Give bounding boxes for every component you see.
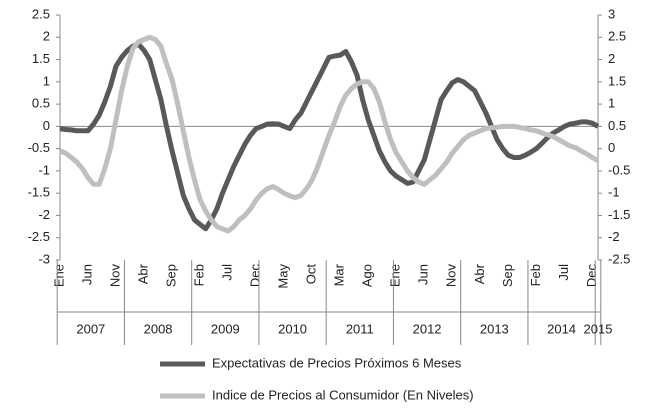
- group-label: 2008: [144, 321, 173, 336]
- y2-tick-label: 0.5: [608, 118, 626, 133]
- x-tick-label: Feb: [528, 264, 543, 286]
- series-line: [59, 41, 600, 232]
- y2-tick-label: -0.5: [608, 162, 630, 177]
- y2-tick-label: 1.5: [608, 73, 626, 88]
- y2-tick-label: -1: [608, 185, 620, 200]
- x-tick-label: Dec: [584, 264, 599, 288]
- group-label: 2011: [346, 321, 374, 336]
- x-tick-label: Jul: [220, 264, 235, 281]
- x-tick-label: Jun: [416, 264, 431, 285]
- y2-tick-label: 2: [608, 51, 615, 66]
- x-tick-label: Nov: [107, 264, 122, 288]
- legend-label: Indice de Precios al Consumidor (En Nive…: [212, 387, 474, 402]
- x-tick-label: Mar: [332, 263, 347, 286]
- y-tick-label: -1.5: [28, 185, 50, 200]
- x-tick-label: Ene: [388, 264, 403, 287]
- group-label: 2007: [76, 321, 105, 336]
- series-line: [59, 34, 600, 234]
- y2-tick-label: 0: [608, 140, 615, 155]
- legend-label: Expectativas de Precios Próximos 6 Meses: [212, 355, 462, 370]
- x-tick-label: Dec: [248, 264, 263, 288]
- x-tick-label: Ene: [51, 264, 66, 287]
- group-label: 2012: [413, 321, 442, 336]
- y2-tick-label: -2.5: [608, 251, 630, 266]
- x-tick-label: Jul: [556, 264, 571, 281]
- group-label: 2014: [547, 321, 576, 336]
- y2-tick-label: 1: [608, 96, 615, 111]
- x-tick-label: Abr: [136, 263, 151, 284]
- y2-tick-label: -2: [608, 229, 620, 244]
- y2-tick-label: 3: [608, 6, 615, 21]
- y-tick-label: -2: [38, 207, 50, 222]
- x-tick-label: May: [276, 264, 291, 289]
- y-tick-label: -3: [38, 251, 50, 266]
- y-tick-label: 2: [43, 29, 50, 44]
- y-tick-label: 0.5: [32, 96, 50, 111]
- y-tick-label: 1: [43, 73, 50, 88]
- group-label: 2009: [211, 321, 240, 336]
- y-tick-label: -1: [38, 162, 50, 177]
- x-tick-label: Oct: [304, 264, 319, 285]
- y-tick-label: -0.5: [28, 140, 50, 155]
- group-label: 2013: [480, 321, 509, 336]
- x-tick-label: Ago: [360, 264, 375, 287]
- x-tick-label: Sep: [500, 264, 515, 287]
- y-tick-label: -2.5: [28, 229, 50, 244]
- group-label: 2010: [278, 321, 307, 336]
- x-tick-label: Sep: [164, 264, 179, 287]
- y-tick-label: 2.5: [32, 6, 50, 21]
- x-tick-label: Jun: [79, 264, 94, 285]
- x-tick-label: Feb: [192, 264, 207, 286]
- x-tick-label: Abr: [472, 263, 487, 284]
- y-tick-label: 1.5: [32, 51, 50, 66]
- group-label: 2015: [584, 321, 613, 336]
- y2-tick-label: -1.5: [608, 207, 630, 222]
- y2-tick-label: 2.5: [608, 29, 626, 44]
- x-tick-label: Nov: [444, 264, 459, 288]
- y-tick-label: 0: [43, 118, 50, 133]
